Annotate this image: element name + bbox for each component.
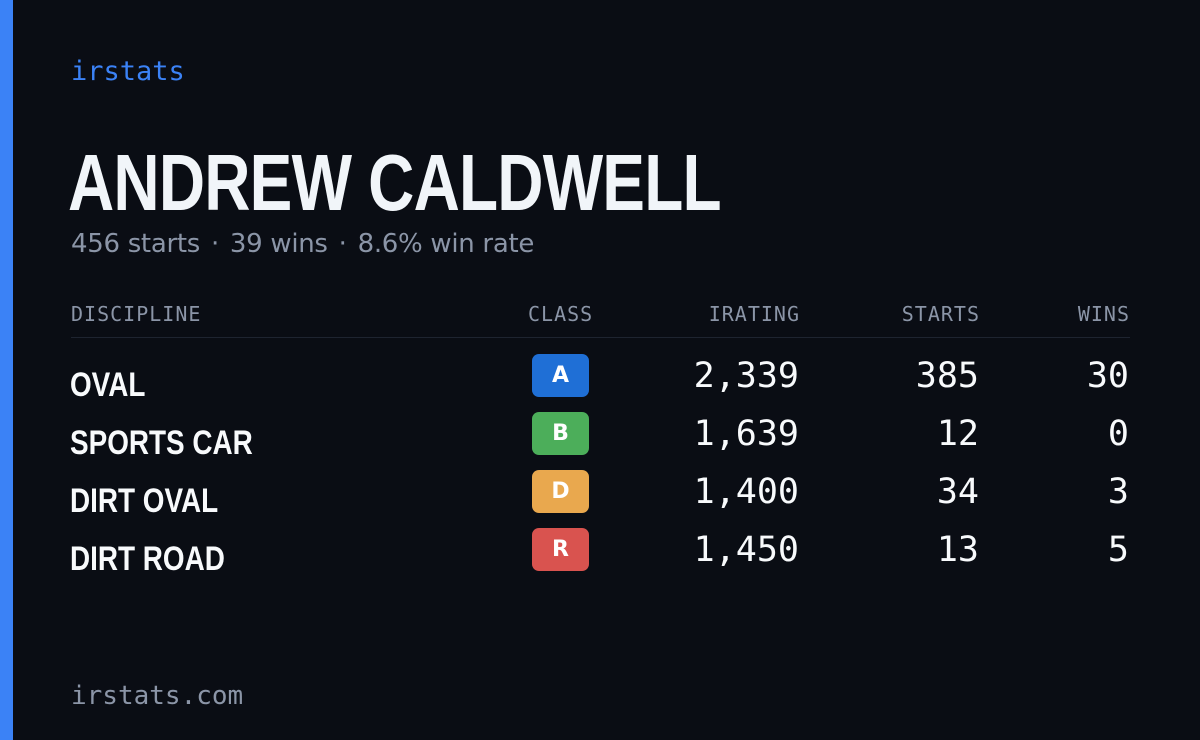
- class-badge: A: [532, 354, 589, 397]
- wins-value: 3: [1107, 472, 1129, 512]
- starts-value: 13: [936, 530, 979, 570]
- wins-value: 0: [1107, 414, 1129, 454]
- header-irating: IRATING: [708, 302, 800, 326]
- discipline-label: SPORTS CAR: [70, 424, 253, 462]
- class-badge: B: [532, 412, 589, 455]
- starts-value: 385: [915, 356, 979, 396]
- wins-value: 5: [1107, 530, 1129, 570]
- starts-total: 456 starts: [71, 229, 200, 259]
- driver-summary: 456 starts · 39 wins · 8.6% win rate: [71, 229, 534, 259]
- discipline-label: DIRT ROAD: [70, 540, 225, 578]
- header-divider: [71, 337, 1130, 338]
- header-discipline: DISCIPLINE: [71, 302, 202, 326]
- discipline-label: DIRT OVAL: [70, 482, 219, 520]
- discipline-label: OVAL: [70, 366, 146, 404]
- table-row: OVAL A 2,339 385 30: [0, 354, 1200, 412]
- irating-value: 1,400: [693, 472, 799, 512]
- irating-value: 1,639: [693, 414, 799, 454]
- separator-dot: ·: [338, 229, 347, 259]
- irating-value: 1,450: [693, 530, 799, 570]
- footer-url[interactable]: irstats.com: [71, 681, 244, 711]
- wins-total: 39 wins: [229, 229, 328, 259]
- header-starts: STARTS: [901, 302, 980, 326]
- win-rate: 8.6% win rate: [357, 229, 535, 259]
- wins-value: 30: [1086, 356, 1129, 396]
- class-badge: D: [532, 470, 589, 513]
- table-row: DIRT OVAL D 1,400 34 3: [0, 470, 1200, 528]
- brand-logo[interactable]: irstats: [71, 56, 185, 87]
- irating-value: 2,339: [693, 356, 799, 396]
- table-row: DIRT ROAD R 1,450 13 5: [0, 528, 1200, 586]
- starts-value: 34: [936, 472, 979, 512]
- driver-name: ANDREW CALDWELL: [68, 138, 722, 227]
- accent-bar: [0, 0, 13, 740]
- class-badge: R: [532, 528, 589, 571]
- header-class: CLASS: [528, 302, 594, 326]
- starts-value: 12: [936, 414, 979, 454]
- table-row: SPORTS CAR B 1,639 12 0: [0, 412, 1200, 470]
- header-wins: WINS: [1077, 302, 1130, 326]
- separator-dot: ·: [210, 229, 219, 259]
